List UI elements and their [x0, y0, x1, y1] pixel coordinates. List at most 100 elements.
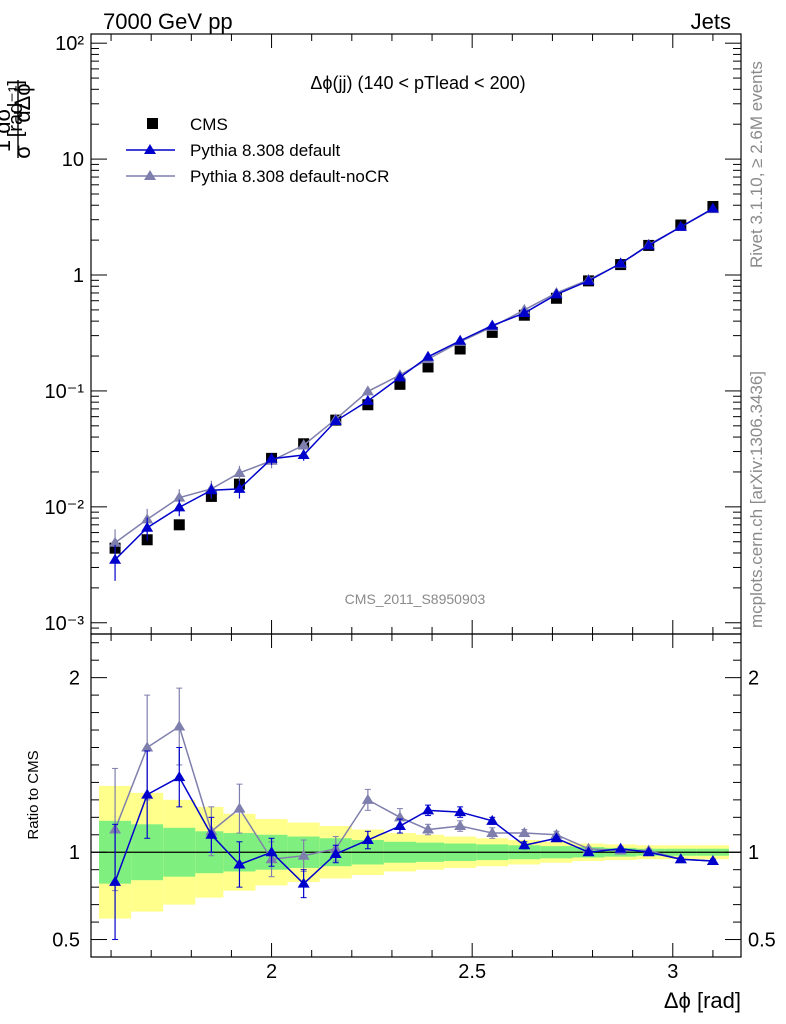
ratio-point-default	[361, 834, 374, 845]
legend-marker-default	[144, 144, 156, 154]
point-nocr	[361, 385, 374, 396]
point-default	[141, 521, 154, 532]
point-default	[486, 319, 499, 330]
ratio-line-default	[114, 776, 713, 885]
legend-label-default: Pythia 8.308 default	[190, 141, 341, 160]
ratio-point-default	[265, 846, 278, 857]
point-default	[109, 553, 122, 564]
x-tick-label: 2.5	[458, 961, 486, 983]
ratio-tick-label: 1	[69, 842, 80, 864]
ratio-point-default	[614, 842, 627, 853]
chart-title: Δϕ(jj) (140 < pTlead < 200)	[310, 73, 525, 93]
point-cms	[486, 326, 498, 338]
point-default	[454, 334, 467, 345]
y-tick-label: 10²	[55, 33, 84, 55]
point-default	[205, 484, 218, 495]
ratio-point-default	[422, 804, 435, 815]
point-default	[422, 350, 435, 361]
ratio-point-nocr	[518, 827, 531, 838]
y-tick-label: 10⁻¹	[45, 381, 85, 403]
point-default	[550, 288, 563, 299]
point-nocr	[233, 466, 246, 477]
ratio-point-nocr	[486, 827, 499, 838]
ratio-point-default	[550, 832, 563, 843]
point-default	[265, 452, 278, 463]
point-default	[642, 239, 655, 250]
point-default	[393, 371, 406, 382]
ratio-point-nocr	[233, 802, 246, 813]
ratio-point-default	[393, 820, 406, 831]
ratio-point-default	[205, 828, 218, 839]
point-default	[706, 202, 719, 213]
ratio-point-default	[141, 788, 154, 799]
point-default	[582, 274, 595, 285]
y-axis-label: σ dΔϕ 1 dσ [rad⁻¹]	[0, 80, 35, 159]
legend-marker-nocr	[144, 170, 156, 180]
svg-text:[rad⁻¹]: [rad⁻¹]	[5, 80, 27, 137]
point-default	[614, 257, 627, 268]
ratio-point-default	[706, 854, 719, 865]
point-nocr	[109, 536, 122, 547]
ratio-point-nocr	[141, 741, 154, 752]
ratio-point-default	[173, 771, 186, 782]
ratio-tick-label-right: 0.5	[748, 930, 776, 952]
point-cms	[173, 519, 185, 531]
point-default	[361, 394, 374, 405]
point-nocr	[173, 491, 186, 502]
main-frame	[90, 33, 742, 635]
y-tick-label: 10⁻²	[45, 497, 85, 519]
ratio-point-default	[329, 847, 342, 858]
ratio-panel: 2 2.5 3 0.5 0.5 1 1 2 2	[52, 633, 776, 983]
ratio-point-nocr	[173, 720, 186, 731]
x-tick-label: 3	[667, 961, 678, 983]
ratio-point-nocr	[422, 823, 435, 834]
ratio-tick-label-right: 1	[748, 842, 759, 864]
point-default	[674, 220, 687, 231]
point-cms	[422, 361, 434, 373]
point-default	[329, 415, 342, 426]
ratio-tick-label-right: 2	[748, 668, 759, 690]
point-nocr	[297, 439, 310, 450]
ratio-point-default	[109, 875, 122, 886]
x-tick-label: 2	[266, 961, 277, 983]
y-tick-label: 10⁻³	[45, 613, 85, 635]
watermark: CMS_2011_S8950903	[345, 591, 486, 607]
rivet-info: Rivet 3.1.10, ≥ 2.6M events	[747, 61, 766, 268]
point-default	[173, 501, 186, 512]
legend: CMS Pythia 8.308 default Pythia 8.308 de…	[126, 115, 389, 186]
svg-text:1 dσ: 1 dσ	[0, 108, 15, 153]
header-left: 7000 GeV pp	[103, 9, 233, 34]
y-tick-label: 10	[62, 149, 84, 171]
legend-label-cms: CMS	[190, 115, 228, 134]
ratio-point-default	[674, 853, 687, 864]
ratio-point-nocr	[361, 793, 374, 804]
ratio-point-default	[454, 806, 467, 817]
ratio-point-default	[518, 839, 531, 850]
header-right: Jets	[691, 9, 731, 34]
ratio-point-nocr	[297, 849, 310, 860]
ratio-point-default	[486, 814, 499, 825]
legend-label-nocr: Pythia 8.308 default-noCR	[190, 167, 389, 186]
ratio-point-nocr	[454, 820, 467, 831]
svg-text:σ: σ	[10, 145, 35, 159]
point-cms	[394, 378, 406, 390]
point-cms	[454, 343, 466, 355]
ratio-y-label: Ratio to CMS	[25, 750, 42, 839]
ratio-frame	[90, 633, 742, 958]
ratio-point-default	[233, 858, 246, 869]
x-axis-label: Δϕ [rad]	[664, 988, 741, 1013]
ratio-point-default	[297, 877, 310, 888]
point-default	[518, 307, 531, 318]
point-default	[233, 482, 246, 493]
ratio-point-default	[582, 846, 595, 857]
ratio-point-default	[642, 846, 655, 857]
svg-text:dΔϕ: dΔϕ	[10, 83, 35, 122]
main-panel: 10⁻³ 10⁻² 10⁻¹ 1 10 10²	[45, 33, 742, 957]
point-default	[297, 449, 310, 460]
mcplots-info: mcplots.cern.ch [arXiv:1306.3436]	[747, 371, 766, 628]
legend-marker-cms	[147, 118, 158, 129]
ratio-tick-label: 0.5	[52, 930, 80, 952]
ratio-line-nocr	[114, 725, 713, 862]
y-tick-label: 1	[73, 265, 84, 287]
